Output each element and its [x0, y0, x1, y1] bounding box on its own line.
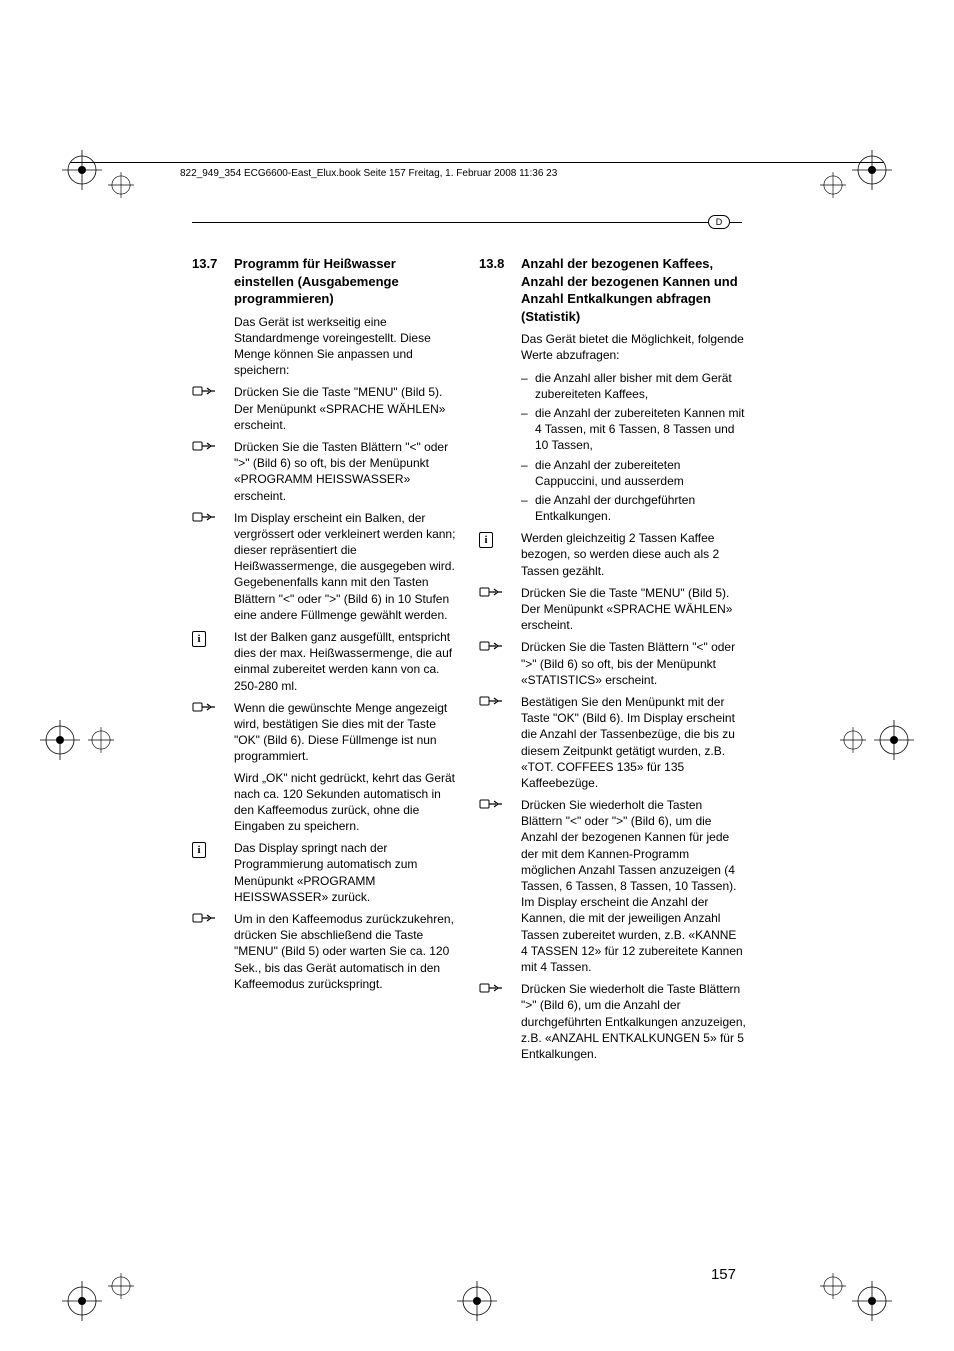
section-title: Programm für Heißwasser einstellen (Ausg…	[234, 255, 459, 308]
step-item: Im Display erscheint ein Balken, der ver…	[192, 510, 459, 623]
step-item: Drücken Sie die Taste "MENU" (Bild 5). D…	[479, 585, 746, 634]
step-text: Das Display springt nach der Programmier…	[234, 840, 459, 905]
step-item: Drücken Sie wiederholt die Taste Blätter…	[479, 981, 746, 1062]
step-item: Bestätigen Sie den Menüpunkt mit der Tas…	[479, 694, 746, 791]
step-item: Um in den Kaffeemodus zurückzukehren, dr…	[192, 911, 459, 992]
step-text: Um in den Kaffeemodus zurückzukehren, dr…	[234, 911, 459, 992]
hand-icon	[479, 696, 503, 710]
hand-icon	[192, 441, 216, 455]
step-item: i Werden gleichzeitig 2 Tassen Kaffee bez…	[479, 530, 746, 579]
content-area: 13.7 Programm für Heißwasser einstellen …	[192, 255, 747, 1068]
section-heading-13-7: 13.7 Programm für Heißwasser einstellen …	[192, 255, 459, 308]
intro-text: Das Gerät bietet die Möglichkeit, folgen…	[521, 331, 746, 363]
step-item: Drücken Sie die Tasten Blättern "<" oder…	[192, 439, 459, 504]
section-title: Anzahl der bezogenen Kaffees, Anzahl der…	[521, 255, 746, 325]
bullet-item: –die Anzahl aller bisher mit dem Gerät z…	[521, 370, 746, 402]
step-item: Drücken Sie die Tasten Blättern "<" oder…	[479, 639, 746, 688]
step-text: Drücken Sie wiederholt die Tasten Blätte…	[521, 797, 746, 975]
bullet-list: –die Anzahl aller bisher mit dem Gerät z…	[521, 370, 746, 525]
reg-mark-tl2	[108, 172, 134, 198]
left-column: 13.7 Programm für Heißwasser einstellen …	[192, 255, 459, 1068]
bullet-dash: –	[521, 370, 535, 402]
bullet-dash: –	[521, 492, 535, 524]
intro-text: Das Gerät ist werkseitig eine Standardme…	[234, 314, 459, 379]
step-text: Im Display erscheint ein Balken, der ver…	[234, 510, 459, 623]
bullet-text: die Anzahl der zubereiteten Kannen mit 4…	[535, 405, 746, 454]
hand-icon	[479, 983, 503, 997]
section-heading-13-8: 13.8 Anzahl der bezogenen Kaffees, Anzah…	[479, 255, 746, 325]
step-text: Drücken Sie die Tasten Blättern "<" oder…	[234, 439, 459, 504]
reg-mark-tl	[62, 150, 102, 190]
reg-mark-ml2	[88, 727, 114, 753]
bullet-text: die Anzahl der durchgeführten Entkalkung…	[535, 492, 746, 524]
reg-mark-bl	[62, 1281, 102, 1321]
header-rule	[70, 162, 884, 163]
step-text: Ist der Balken ganz ausgefüllt, entspric…	[234, 629, 459, 694]
step-item: Drücken Sie die Taste "MENU" (Bild 5). D…	[192, 384, 459, 433]
bullet-text: die Anzahl der zubereiteten Cappuccini, …	[535, 457, 746, 489]
info-icon: i	[479, 532, 493, 548]
content-top-rule	[192, 222, 742, 223]
step-text: Bestätigen Sie den Menüpunkt mit der Tas…	[521, 694, 746, 791]
reg-mark-br2	[820, 1273, 846, 1299]
page-number: 157	[711, 1266, 736, 1283]
running-head: 822_949_354 ECG6600-East_Elux.book Seite…	[180, 168, 557, 179]
reg-mark-br	[852, 1281, 892, 1321]
step-item: i Ist der Balken ganz ausgefüllt, entspri…	[192, 629, 459, 694]
language-badge: D	[708, 215, 730, 229]
reg-mark-tr	[852, 150, 892, 190]
reg-mark-mr2	[840, 727, 866, 753]
section-number: 13.7	[192, 255, 234, 308]
info-icon: i	[192, 631, 206, 647]
bullet-item: –die Anzahl der durchgeführten Entkalkun…	[521, 492, 746, 524]
bullet-item: –die Anzahl der zubereiteten Kannen mit …	[521, 405, 746, 454]
step-text: Drücken Sie die Taste "MENU" (Bild 5). D…	[521, 585, 746, 634]
step-item: Drücken Sie wiederholt die Tasten Blätte…	[479, 797, 746, 975]
reg-mark-bc	[457, 1281, 497, 1321]
step-text: Drücken Sie die Taste "MENU" (Bild 5). D…	[234, 384, 459, 433]
bullet-dash: –	[521, 457, 535, 489]
step-text: Drücken Sie die Tasten Blättern "<" oder…	[521, 639, 746, 688]
hand-icon	[479, 641, 503, 655]
step-item: i Das Display springt nach der Programmie…	[192, 840, 459, 905]
section-number: 13.8	[479, 255, 521, 325]
reg-mark-ml	[40, 720, 80, 760]
bullet-text: die Anzahl aller bisher mit dem Gerät zu…	[535, 370, 746, 402]
hand-icon	[192, 702, 216, 716]
reg-mark-mr	[874, 720, 914, 760]
hand-icon	[479, 587, 503, 601]
step-item: Wenn die gewünschte Menge angezeigt wird…	[192, 700, 459, 835]
right-column: 13.8 Anzahl der bezogenen Kaffees, Anzah…	[479, 255, 746, 1068]
hand-icon	[192, 512, 216, 526]
reg-mark-tr2	[820, 172, 846, 198]
bullet-item: –die Anzahl der zubereiteten Cappuccini,…	[521, 457, 746, 489]
hand-icon	[192, 913, 216, 927]
step-text: Wenn die gewünschte Menge angezeigt wird…	[234, 700, 459, 835]
info-icon: i	[192, 842, 206, 858]
hand-icon	[479, 799, 503, 813]
reg-mark-bl2	[108, 1273, 134, 1299]
hand-icon	[192, 386, 216, 400]
step-text: Drücken Sie wiederholt die Taste Blätter…	[521, 981, 746, 1062]
step-text: Werden gleichzeitig 2 Tassen Kaffee bezo…	[521, 530, 746, 579]
bullet-dash: –	[521, 405, 535, 454]
